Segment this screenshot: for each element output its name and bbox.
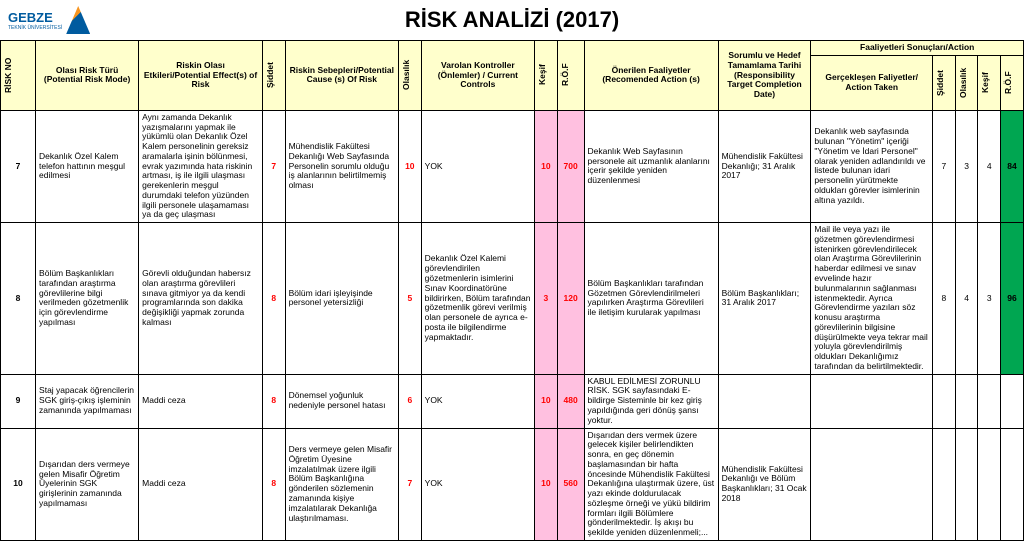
cell xyxy=(978,374,1001,428)
cell: 3 xyxy=(535,223,558,374)
cell xyxy=(978,428,1001,540)
cell xyxy=(1001,428,1024,540)
cell xyxy=(955,428,978,540)
cell xyxy=(811,374,933,428)
hdr-kesif2: Keşif xyxy=(978,55,1001,110)
hdr-results-group: Faaliyetleri Sonuçları/Action xyxy=(811,41,1024,56)
cell: Maddi ceza xyxy=(139,428,263,540)
hdr-rof2: R.Ö.F xyxy=(1001,55,1024,110)
cell: 560 xyxy=(557,428,584,540)
cell: 3 xyxy=(978,223,1001,374)
cell: YOK xyxy=(421,110,534,222)
cell: 3 xyxy=(955,110,978,222)
cell: Bölüm Başkanlıkları tarafından Gözetmen … xyxy=(584,223,718,374)
cell xyxy=(933,428,956,540)
cell: Bölüm Başkanlıkları tarafından araştırma… xyxy=(36,223,139,374)
table-row: 9Staj yapacak öğrencilerin SGK giriş-çık… xyxy=(1,374,1024,428)
cell: YOK xyxy=(421,428,534,540)
cell: YOK xyxy=(421,374,534,428)
risk-table: RİSK NO Olası Risk Türü (Potential Risk … xyxy=(0,40,1024,541)
cell: 4 xyxy=(978,110,1001,222)
hdr-mode: Olası Risk Türü (Potential Risk Mode) xyxy=(36,41,139,111)
cell xyxy=(811,428,933,540)
cell: Ders vermeye gelen Misafir Öğretim Üyesi… xyxy=(285,428,398,540)
cell xyxy=(1001,374,1024,428)
hdr-olasilik2: Olasılık xyxy=(955,55,978,110)
cell: 10 xyxy=(398,110,421,222)
hdr-siddet2: Şiddet xyxy=(933,55,956,110)
cell: Bölüm Başkanlıkları; 31 Aralık 2017 xyxy=(718,223,811,374)
cell: 8 xyxy=(262,428,285,540)
cell: Staj yapacak öğrencilerin SGK giriş-çıkı… xyxy=(36,374,139,428)
cell: 7 xyxy=(933,110,956,222)
hdr-taken: Gerçekleşen Faliyetler/ Action Taken xyxy=(811,55,933,110)
cell xyxy=(955,374,978,428)
hdr-kesif: Keşif xyxy=(535,41,558,111)
cell: 96 xyxy=(1001,223,1024,374)
cell: 10 xyxy=(1,428,36,540)
hdr-riskno: RİSK NO xyxy=(1,41,36,111)
hdr-actions: Önerilen Faaliyetler (Recomended Action … xyxy=(584,41,718,111)
cell: 4 xyxy=(955,223,978,374)
logo-icon xyxy=(66,6,90,34)
cell: Mail ile veya yazı ile gözetmen görevlen… xyxy=(811,223,933,374)
cell: 10 xyxy=(535,374,558,428)
cell: Dekanlık Web Sayfasının personele ait uz… xyxy=(584,110,718,222)
cell: 8 xyxy=(1,223,36,374)
cell: 6 xyxy=(398,374,421,428)
cell: 7 xyxy=(262,110,285,222)
cell: Dekanlık Özel Kalemi görevlendirilen göz… xyxy=(421,223,534,374)
cell: 700 xyxy=(557,110,584,222)
table-row: 7Dekanlık Özel Kalem telefon hattının me… xyxy=(1,110,1024,222)
cell: Dönemsel yoğunluk nedeniyle personel hat… xyxy=(285,374,398,428)
cell: Dışarıdan ders vermeye gelen Misafir Öğr… xyxy=(36,428,139,540)
page-header: GEBZE TEKNİK ÜNİVERSİTESİ RİSK ANALİZİ (… xyxy=(0,0,1024,40)
cell: 8 xyxy=(262,374,285,428)
hdr-effects: Riskin Olası Etkileri/Potential Effect(s… xyxy=(139,41,263,111)
hdr-causes: Riskin Sebepleri/Potential Cause (s) Of … xyxy=(285,41,398,111)
hdr-rof: R.Ö.F xyxy=(557,41,584,111)
cell: KABUL EDİLMESİ ZORUNLU RİSK. SGK sayfası… xyxy=(584,374,718,428)
table-row: 8Bölüm Başkanlıkları tarafından araştırm… xyxy=(1,223,1024,374)
hdr-siddet: Şiddet xyxy=(262,41,285,111)
cell: 9 xyxy=(1,374,36,428)
cell: Görevli olduğundan habersız olan araştır… xyxy=(139,223,263,374)
cell: Maddi ceza xyxy=(139,374,263,428)
hdr-controls: Varolan Kontroller (Önlemler) / Current … xyxy=(421,41,534,111)
hdr-olasilik: Olasılık xyxy=(398,41,421,111)
cell: 10 xyxy=(535,110,558,222)
table-row: 10Dışarıdan ders vermeye gelen Misafir Ö… xyxy=(1,428,1024,540)
page-title: RİSK ANALİZİ (2017) xyxy=(98,7,926,33)
cell: Mühendislik Fakültesi Dekanlığı ve Bölüm… xyxy=(718,428,811,540)
cell: 7 xyxy=(1,110,36,222)
cell xyxy=(933,374,956,428)
cell: Aynı zamanda Dekanlık yazışmalarını yapm… xyxy=(139,110,263,222)
cell: Mühendislik Fakültesi Dekanlığı; 31 Aral… xyxy=(718,110,811,222)
cell: Dekanlık web sayfasında bulunan "Yönetim… xyxy=(811,110,933,222)
logo-sub: TEKNİK ÜNİVERSİTESİ xyxy=(8,25,62,31)
cell: Mühendislik Fakültesi Dekanlığı Web Sayf… xyxy=(285,110,398,222)
cell: 84 xyxy=(1001,110,1024,222)
cell: Bölüm idari işleyişinde personel yetersi… xyxy=(285,223,398,374)
cell: 7 xyxy=(398,428,421,540)
cell: 480 xyxy=(557,374,584,428)
logo-text: GEBZE xyxy=(8,10,62,25)
cell xyxy=(718,374,811,428)
cell: 5 xyxy=(398,223,421,374)
cell: 120 xyxy=(557,223,584,374)
cell: 8 xyxy=(933,223,956,374)
cell: Dışarıdan ders vermek üzere gelecek kişi… xyxy=(584,428,718,540)
logo: GEBZE TEKNİK ÜNİVERSİTESİ xyxy=(8,2,98,38)
cell: Dekanlık Özel Kalem telefon hattının meş… xyxy=(36,110,139,222)
hdr-resp: Sorumlu ve Hedef Tamamlama Tarihi (Respo… xyxy=(718,41,811,111)
cell: 8 xyxy=(262,223,285,374)
cell: 10 xyxy=(535,428,558,540)
